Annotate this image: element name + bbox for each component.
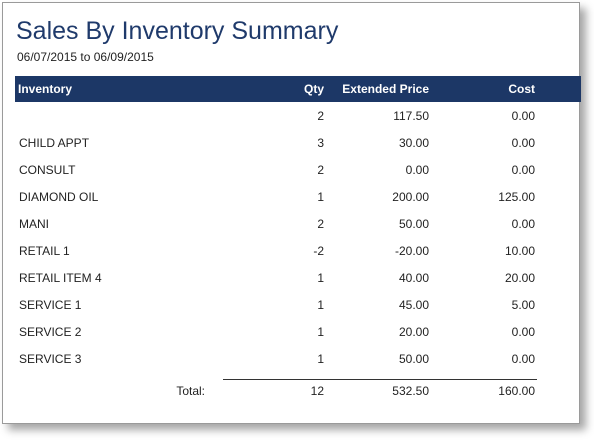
cell-inventory: CHILD APPT [19, 136, 90, 150]
cell-inventory: SERVICE 2 [19, 325, 82, 339]
cell-qty: 1 [317, 298, 324, 312]
report-frame: Sales By Inventory Summary 06/07/2015 to… [2, 2, 581, 424]
cell-qty: 1 [317, 271, 324, 285]
column-header-cost[interactable]: Cost [508, 82, 535, 96]
cell-extended-price: 200.00 [392, 190, 429, 204]
cell-inventory: RETAIL 1 [19, 244, 70, 258]
table-row: CHILD APPT 3 30.00 0.00 [15, 136, 581, 156]
cell-inventory: SERVICE 1 [19, 298, 82, 312]
table-header: Inventory Qty Extended Price Cost [15, 76, 581, 102]
table-row: MANI 2 50.00 0.00 [15, 217, 581, 237]
total-label: Total: [176, 384, 205, 398]
table-row: RETAIL 1 -2 -20.00 10.00 [15, 244, 581, 264]
total-extended-price: 532.50 [392, 384, 429, 398]
cell-cost: 0.00 [511, 352, 535, 366]
cell-cost: 5.00 [511, 298, 535, 312]
total-row: Total: 12 532.50 160.00 [15, 384, 581, 404]
cell-inventory: DIAMOND OIL [19, 190, 99, 204]
cell-extended-price: 0.00 [405, 163, 429, 177]
cell-cost: 0.00 [511, 163, 535, 177]
report-title: Sales By Inventory Summary [16, 17, 339, 45]
cell-qty: 2 [317, 217, 324, 231]
cell-cost: 125.00 [498, 190, 535, 204]
table-row: SERVICE 3 1 50.00 0.00 [15, 352, 581, 372]
column-header-extended-price[interactable]: Extended Price [342, 82, 429, 96]
cell-cost: 0.00 [511, 325, 535, 339]
column-header-qty[interactable]: Qty [303, 82, 324, 96]
cell-cost: 0.00 [511, 217, 535, 231]
report-date-range: 06/07/2015 to 06/09/2015 [17, 50, 154, 64]
total-cost: 160.00 [498, 384, 535, 398]
cell-inventory: RETAIL ITEM 4 [19, 271, 102, 285]
cell-qty: 2 [317, 109, 324, 123]
cell-cost: 20.00 [504, 271, 535, 285]
cell-extended-price: 40.00 [398, 271, 429, 285]
table-row: DIAMOND OIL 1 200.00 125.00 [15, 190, 581, 210]
cell-inventory: SERVICE 3 [19, 352, 82, 366]
total-qty: 12 [310, 384, 324, 398]
cell-qty: 3 [317, 136, 324, 150]
table-row: SERVICE 1 1 45.00 5.00 [15, 298, 581, 318]
cell-qty: -2 [313, 244, 324, 258]
cell-cost: 0.00 [511, 109, 535, 123]
cell-inventory: MANI [19, 217, 49, 231]
cell-extended-price: 20.00 [398, 325, 429, 339]
cell-extended-price: 117.50 [393, 109, 429, 123]
cell-extended-price: 45.00 [398, 298, 429, 312]
cell-qty: 1 [317, 190, 324, 204]
cell-inventory: CONSULT [19, 163, 76, 177]
cell-cost: 0.00 [511, 136, 535, 150]
total-divider [223, 379, 537, 380]
table-row: 2 117.50 0.00 [15, 109, 581, 129]
cell-extended-price: 50.00 [398, 217, 429, 231]
cell-qty: 2 [317, 163, 324, 177]
cell-qty: 1 [317, 352, 324, 366]
column-header-inventory[interactable]: Inventory [18, 82, 73, 96]
table-row: RETAIL ITEM 4 1 40.00 20.00 [15, 271, 581, 291]
cell-extended-price: 30.00 [398, 136, 429, 150]
cell-qty: 1 [317, 325, 324, 339]
cell-extended-price: 50.00 [398, 352, 429, 366]
cell-cost: 10.00 [504, 244, 535, 258]
table-row: SERVICE 2 1 20.00 0.00 [15, 325, 581, 345]
cell-extended-price: -20.00 [394, 244, 429, 258]
table-row: CONSULT 2 0.00 0.00 [15, 163, 581, 183]
